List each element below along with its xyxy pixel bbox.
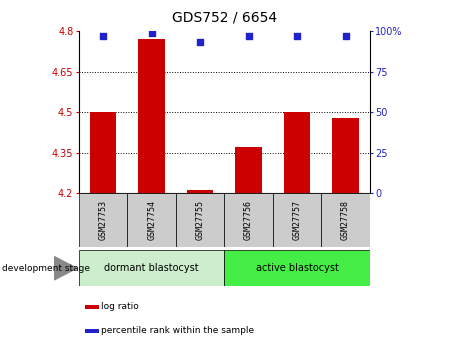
Bar bbox=[79, 193, 127, 247]
Bar bbox=[79, 250, 225, 286]
Point bbox=[245, 33, 252, 39]
Bar bbox=[332, 118, 359, 193]
Bar bbox=[225, 193, 273, 247]
Text: development stage: development stage bbox=[2, 264, 90, 273]
Text: GSM27758: GSM27758 bbox=[341, 200, 350, 240]
Text: GSM27754: GSM27754 bbox=[147, 200, 156, 240]
Text: GSM27757: GSM27757 bbox=[293, 200, 302, 240]
Text: GDS752 / 6654: GDS752 / 6654 bbox=[172, 10, 277, 24]
Text: log ratio: log ratio bbox=[101, 302, 139, 311]
Point bbox=[294, 33, 301, 39]
Text: GSM27756: GSM27756 bbox=[244, 200, 253, 240]
Polygon shape bbox=[54, 257, 77, 280]
Bar bbox=[90, 112, 116, 193]
Bar bbox=[85, 305, 99, 309]
Bar bbox=[85, 329, 99, 333]
Bar bbox=[235, 147, 262, 193]
Bar bbox=[321, 193, 370, 247]
Text: dormant blastocyst: dormant blastocyst bbox=[104, 263, 199, 273]
Text: GSM27755: GSM27755 bbox=[196, 200, 205, 240]
Text: GSM27753: GSM27753 bbox=[99, 200, 108, 240]
Bar bbox=[225, 250, 370, 286]
Bar bbox=[273, 193, 321, 247]
Point bbox=[197, 40, 204, 45]
Text: percentile rank within the sample: percentile rank within the sample bbox=[101, 326, 254, 335]
Bar bbox=[138, 39, 165, 193]
Bar bbox=[127, 193, 176, 247]
Point bbox=[342, 33, 349, 39]
Point bbox=[100, 33, 107, 39]
Text: active blastocyst: active blastocyst bbox=[256, 263, 339, 273]
Bar bbox=[284, 112, 310, 193]
Point bbox=[148, 30, 155, 36]
Bar bbox=[176, 193, 225, 247]
Bar bbox=[187, 190, 213, 193]
